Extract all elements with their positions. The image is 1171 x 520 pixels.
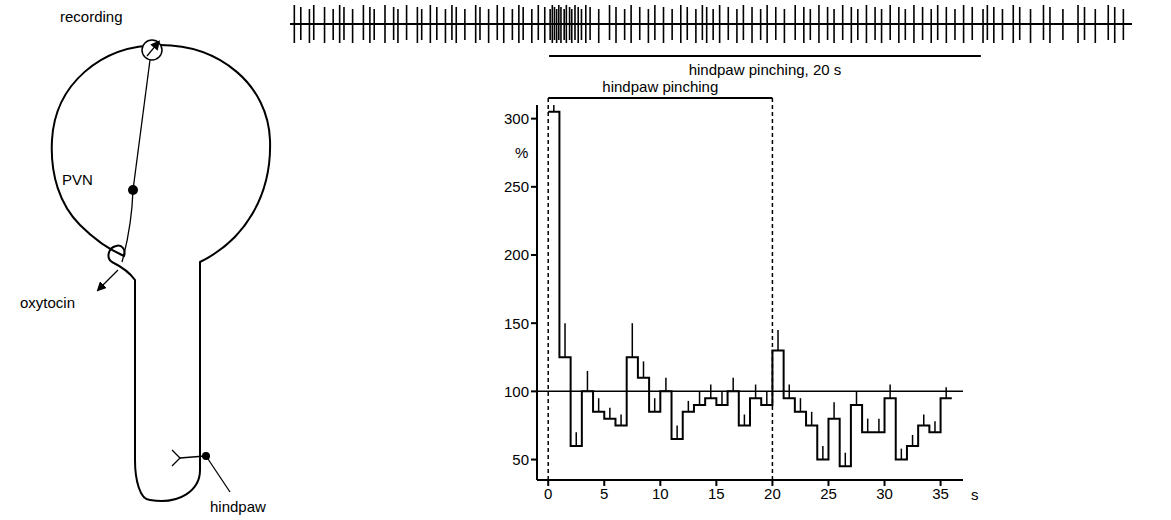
svg-text:100: 100	[504, 383, 529, 400]
svg-text:25: 25	[820, 485, 837, 502]
svg-text:200: 200	[504, 246, 529, 263]
svg-text:s: s	[971, 486, 979, 503]
svg-text:%: %	[515, 144, 528, 161]
svg-text:15: 15	[708, 485, 725, 502]
svg-text:150: 150	[504, 315, 529, 332]
svg-text:recording: recording	[60, 8, 123, 25]
svg-text:20: 20	[764, 485, 781, 502]
svg-text:0: 0	[544, 485, 552, 502]
svg-text:oxytocin: oxytocin	[20, 294, 75, 311]
svg-text:50: 50	[512, 451, 529, 468]
svg-text:5: 5	[600, 485, 608, 502]
svg-text:300: 300	[504, 110, 529, 127]
svg-text:10: 10	[652, 485, 669, 502]
svg-text:hindpaw: hindpaw	[210, 498, 266, 515]
svg-text:hindpaw pinching, 20 s: hindpaw pinching, 20 s	[689, 61, 842, 78]
svg-text:35: 35	[932, 485, 949, 502]
svg-text:250: 250	[504, 178, 529, 195]
svg-text:30: 30	[876, 485, 893, 502]
svg-text:PVN: PVN	[62, 171, 93, 188]
svg-text:hindpaw pinching: hindpaw pinching	[602, 78, 718, 95]
